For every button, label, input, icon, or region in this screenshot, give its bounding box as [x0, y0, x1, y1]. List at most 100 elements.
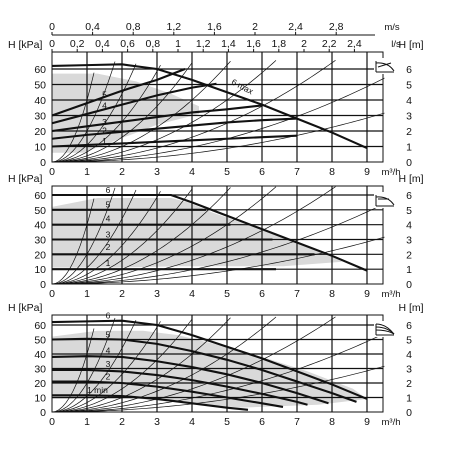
m-tick-label: 1 — [406, 393, 412, 405]
m-tick-label: 2 — [406, 378, 412, 390]
system-curve — [51, 187, 231, 285]
flow-tick-label: 6 — [259, 416, 265, 428]
flow-tick-label: 5 — [224, 416, 230, 428]
system-curve — [51, 61, 116, 163]
plot-frame — [51, 51, 384, 163]
flow-tick-label: 8 — [329, 288, 335, 300]
ms-tick-label: 1,2 — [166, 21, 181, 33]
flow-tick-label: 2 — [119, 288, 125, 300]
system-curve — [51, 63, 137, 163]
kpa-tick-label: 20 — [34, 126, 46, 138]
pump-curve-6 — [52, 193, 368, 272]
flow-tick-label: 8 — [329, 166, 335, 178]
pump-curve-1 — [51, 134, 298, 148]
pump-curve-3 — [51, 104, 263, 133]
ls-tick-label: 2 — [301, 38, 307, 50]
kpa-tick-label: 30 — [34, 235, 46, 247]
m-tick-label: 6 — [406, 190, 412, 202]
flow-tick-label: 5 — [224, 288, 230, 300]
curve-label: 1 — [106, 258, 111, 268]
ms-tick-label: 0,4 — [85, 21, 100, 33]
system-curve — [51, 319, 137, 413]
flow-tick-label: 7 — [294, 288, 300, 300]
curve-label: 4 — [102, 101, 107, 111]
m-tick-label: 1 — [406, 264, 412, 276]
m-axis-label: H [m] — [398, 302, 423, 314]
m-tick-label: 1 — [406, 142, 412, 154]
system-curve — [51, 72, 95, 163]
kpa-tick-label: 30 — [34, 364, 46, 376]
m-tick-label: 4 — [406, 220, 412, 232]
system-curve — [51, 236, 385, 285]
operating-range-shade — [52, 197, 343, 268]
kpa-axis-label: H [kPa] — [8, 173, 43, 185]
kpa-tick-label: 20 — [34, 249, 46, 261]
system-curve — [51, 186, 277, 285]
kpa-tick-label: 60 — [34, 190, 46, 202]
curve-label: 1 — [102, 136, 107, 146]
m-axis-label: H [m] — [398, 39, 423, 51]
ls-tick-label: 2,4 — [347, 38, 362, 50]
curve-label: 2 — [102, 125, 107, 135]
kpa-tick-label: 10 — [34, 393, 46, 405]
m-tick-label: 5 — [406, 335, 412, 347]
pump-curve-3 — [52, 368, 308, 406]
flow-tick-label: 1 — [84, 416, 90, 428]
kpa-tick-label: 40 — [34, 95, 46, 107]
pump-curve-6 — [51, 319, 368, 400]
flow-unit: m³/h — [382, 417, 401, 428]
kpa-tick-label: 50 — [34, 80, 46, 92]
pump-curve-2 — [51, 117, 298, 140]
flow-tick-label: 3 — [154, 166, 160, 178]
kpa-tick-label: 40 — [34, 349, 46, 361]
m-tick-label: 2 — [406, 126, 412, 138]
system-curve — [51, 60, 336, 163]
curve-label: 3 — [106, 359, 111, 369]
pump-curve-5 — [51, 337, 357, 403]
m-tick-label: 0 — [406, 407, 412, 419]
ms-unit: m/s — [384, 22, 400, 33]
m-tick-label: 5 — [406, 80, 412, 92]
constant-pressure-icon — [374, 192, 396, 208]
m-tick-label: 2 — [406, 249, 412, 261]
curve-label: 5 — [102, 90, 107, 100]
system-curve — [51, 203, 385, 285]
kpa-axis-label: H [kPa] — [8, 39, 43, 51]
flow-tick-label: 1 — [84, 166, 90, 178]
flow-unit: m³/h — [382, 167, 401, 178]
system-curve — [51, 333, 385, 413]
system-curve — [51, 77, 385, 163]
system-curve — [51, 60, 277, 163]
ls-tick-label: 1 — [175, 38, 181, 50]
flow-tick-label: 3 — [154, 288, 160, 300]
system-curve — [51, 317, 231, 413]
kpa-tick-label: 0 — [40, 279, 46, 291]
flow-unit: m³/h — [382, 289, 401, 300]
m-tick-label: 3 — [406, 364, 412, 376]
flow-tick-label: 9 — [364, 416, 370, 428]
kpa-tick-label: 50 — [34, 205, 46, 217]
curve-label: 2 — [106, 371, 111, 381]
ms-tick-label: 0 — [49, 21, 55, 33]
kpa-tick-label: 10 — [34, 264, 46, 276]
ls-tick-label: 1,4 — [221, 38, 236, 50]
ls-tick-label: 0,8 — [145, 38, 160, 50]
system-curve — [51, 316, 336, 413]
flow-tick-label: 0 — [49, 166, 55, 178]
flow-tick-label: 6 — [259, 166, 265, 178]
curve-label: 4 — [106, 345, 111, 355]
pump-curve-6-max — [51, 63, 368, 150]
system-curve — [51, 186, 336, 285]
flow-tick-label: 0 — [49, 288, 55, 300]
operating-range-shade — [52, 330, 367, 408]
kpa-tick-label: 30 — [34, 111, 46, 123]
pump-curve-4 — [51, 355, 329, 405]
flow-tick-label: 4 — [189, 288, 195, 300]
kpa-axis-label: H [kPa] — [8, 302, 43, 314]
curve-label: 1 min — [87, 385, 108, 395]
system-curve — [51, 365, 385, 413]
